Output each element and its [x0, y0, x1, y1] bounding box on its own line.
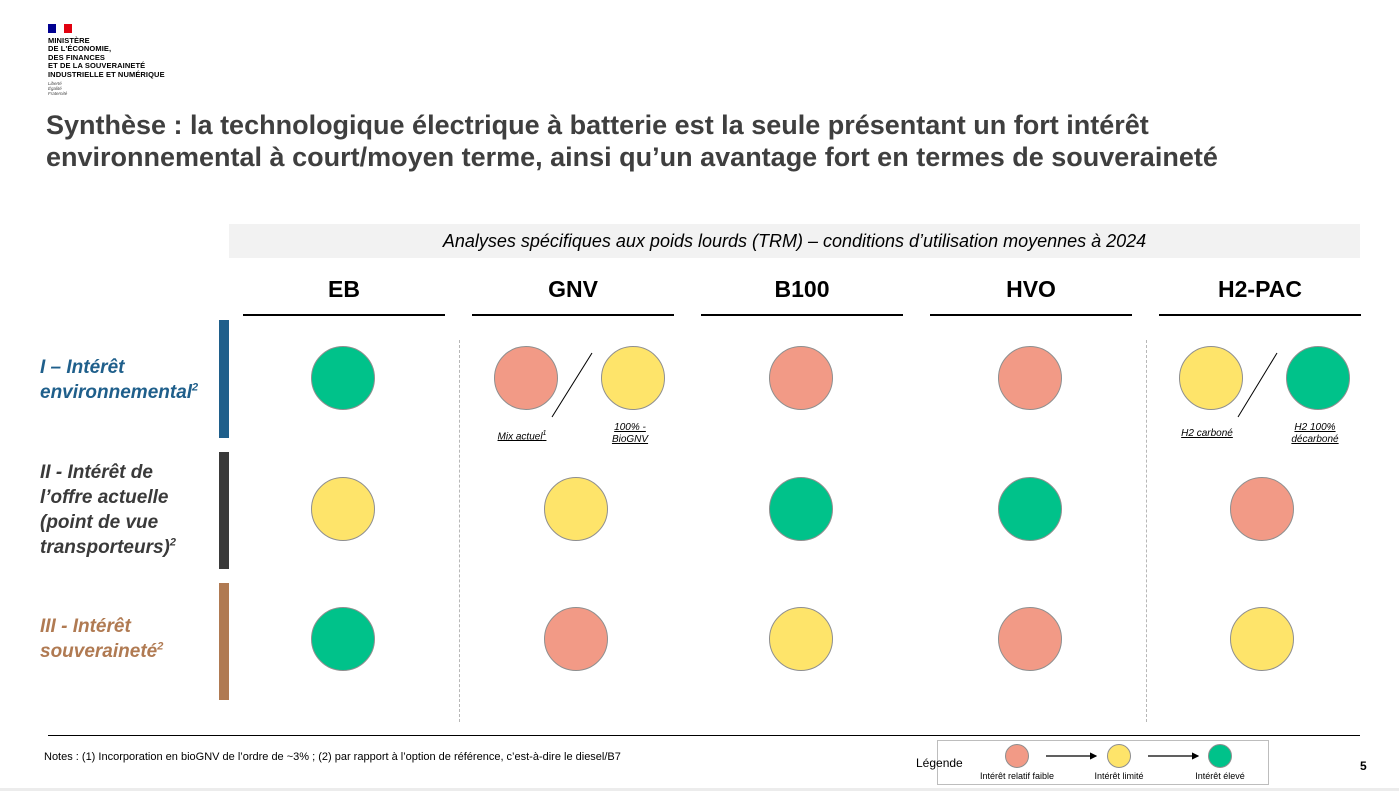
- subtitle-band: [229, 224, 1360, 258]
- row-bar-offer: [219, 452, 229, 569]
- legend-label-faible: Intérêt relatif faible: [979, 771, 1055, 781]
- label-h2-carbone: H2 carboné: [1181, 428, 1233, 439]
- legend-dot-faible: [1005, 744, 1029, 768]
- dot-h2-sovereignty: [1230, 607, 1294, 671]
- slide-title: Synthèse : la technologique électrique à…: [46, 110, 1218, 172]
- dashed-separator: [459, 340, 460, 722]
- flag-stripe-blue: [48, 24, 56, 33]
- column-underline: [930, 314, 1132, 316]
- column-underline: [701, 314, 903, 316]
- column-underline: [243, 314, 445, 316]
- column-underline: [472, 314, 674, 316]
- bottom-rule: [0, 788, 1399, 791]
- dot-h2-decarbone: [1286, 346, 1350, 410]
- subtitle: Analyses spécifiques aux poids lourds (T…: [442, 231, 1147, 251]
- column-underline: [1159, 314, 1361, 316]
- gnv-split-line: [551, 352, 593, 418]
- label-biognv: 100% - BioGNV: [611, 422, 649, 445]
- dot-b100-environmental: [769, 346, 833, 410]
- ministry-name: MINISTÈRE DE L'ÉCONOMIE, DES FINANCES ET…: [48, 36, 165, 79]
- footer-rule: [48, 735, 1360, 736]
- footnotes: Notes : (1) Incorporation en bioGNV de l…: [44, 751, 621, 763]
- dot-eb-environmental: [311, 346, 375, 410]
- dot-hvo-offer: [998, 477, 1062, 541]
- dot-h2-offer: [1230, 477, 1294, 541]
- republic-motto: Liberté Égalité Fraternité: [48, 81, 68, 97]
- page-number: 5: [1360, 759, 1367, 773]
- dot-b100-sovereignty: [769, 607, 833, 671]
- ministry-logo: MINISTÈRE DE L'ÉCONOMIE, DES FINANCES ET…: [48, 24, 208, 96]
- dot-gnv-biognv: [601, 346, 665, 410]
- legend-label-eleve: Intérêt élevé: [1195, 771, 1245, 781]
- dot-gnv-mix-actuel: [494, 346, 558, 410]
- dot-eb-offer: [311, 477, 375, 541]
- french-flag-icon: [48, 24, 72, 33]
- legend-title: Légende: [916, 756, 963, 770]
- dot-gnv-offer: [544, 477, 608, 541]
- row-bar-sovereignty: [219, 583, 229, 700]
- flag-stripe-red: [64, 24, 72, 33]
- legend-label-limite: Intérêt limité: [1094, 771, 1144, 781]
- dot-h2-carbone: [1179, 346, 1243, 410]
- h2-split-line: [1237, 352, 1278, 418]
- label-h2-decarbone: H2 100% décarboné: [1291, 422, 1339, 445]
- flag-stripe-white: [56, 24, 64, 33]
- dot-gnv-sovereignty: [544, 607, 608, 671]
- dot-eb-sovereignty: [311, 607, 375, 671]
- legend-dot-eleve: [1208, 744, 1232, 768]
- dashed-separator: [1146, 340, 1147, 722]
- row-bar-environmental: [219, 320, 229, 438]
- legend-box: [937, 740, 1269, 785]
- column-header-hvo: HVO: [1006, 276, 1056, 302]
- label-mix-actuel: Mix actuel1: [497, 430, 547, 443]
- column-header-eb: EB: [328, 276, 360, 302]
- row-label-environmental: I – Intérêt environnemental2: [40, 357, 199, 403]
- dot-hvo-environmental: [998, 346, 1062, 410]
- row-label-sovereignty: III - Intérêt souveraineté2: [40, 616, 164, 662]
- column-header-gnv: GNV: [548, 276, 598, 302]
- dot-b100-offer: [769, 477, 833, 541]
- column-header-h2-pac: H2-PAC: [1218, 276, 1302, 302]
- dot-hvo-sovereignty: [998, 607, 1062, 671]
- row-label-offer: II - Intérêt de l’offre actuelle (point …: [40, 462, 176, 558]
- column-header-b100: B100: [774, 276, 830, 302]
- legend-dot-limite: [1107, 744, 1131, 768]
